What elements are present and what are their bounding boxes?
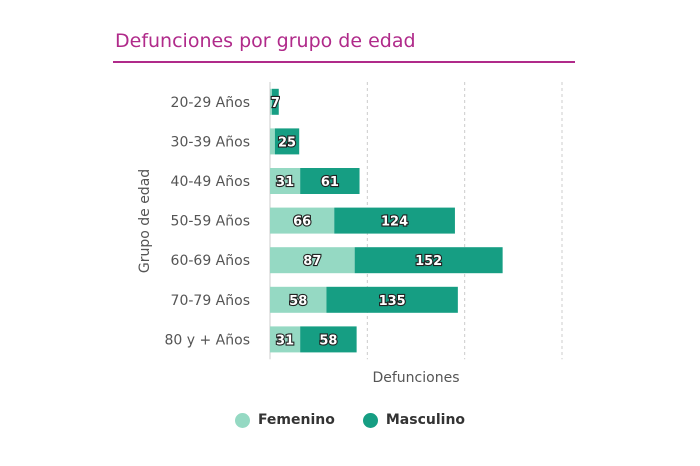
bar-femenino[interactable]	[270, 286, 327, 313]
data-label: 25	[278, 135, 296, 150]
legend-label-masculino: Masculino	[385, 412, 466, 428]
category-labels: 20-29 Años 30-39 Años 40-49 Años 50-59 Años…	[165, 95, 251, 349]
bar-masculino[interactable]	[274, 128, 300, 155]
bar-masculino[interactable]	[326, 286, 458, 313]
x-axis-title: Defunciones	[372, 370, 459, 386]
bar-femenino[interactable]	[270, 247, 355, 274]
data-label: 124	[381, 215, 408, 230]
legend-swatch-masculino	[362, 412, 378, 428]
category-label: 60-69 Años	[171, 253, 250, 269]
bar-femenino[interactable]	[270, 326, 301, 353]
bar-femenino[interactable]	[270, 88, 272, 115]
bar-masculino[interactable]	[300, 168, 360, 194]
data-label: 152	[415, 254, 442, 269]
bar-femenino[interactable]	[270, 168, 301, 194]
category-label: 70-79 Años	[171, 293, 250, 309]
category-label: 50-59 Años	[171, 214, 250, 230]
bars: 7 25 31 61 66 124 87 152 58 135 31 58	[270, 88, 503, 353]
legend-item-masculino[interactable]: Masculino	[362, 412, 466, 428]
legend-label-femenino: Femenino	[257, 412, 335, 428]
bar-masculino[interactable]	[334, 207, 455, 234]
bar-femenino[interactable]	[270, 128, 275, 155]
data-label: 31	[276, 175, 294, 190]
chart-title: Defunciones por grupo de edad	[115, 30, 416, 52]
bar-femenino[interactable]	[270, 207, 335, 234]
bar-masculino[interactable]	[354, 247, 503, 274]
category-label: 20-29 Años	[171, 95, 250, 111]
data-label: 66	[293, 215, 311, 230]
category-label: 30-39 Años	[171, 134, 250, 150]
bar-masculino[interactable]	[271, 88, 279, 115]
data-label: 135	[379, 294, 406, 309]
bar-masculino[interactable]	[300, 326, 357, 353]
data-label: 58	[289, 294, 307, 309]
category-label: 40-49 Años	[171, 174, 250, 190]
legend-item-femenino[interactable]: Femenino	[234, 412, 335, 428]
category-label: 80 y + Años	[165, 332, 251, 348]
legend-swatch-femenino	[234, 412, 250, 428]
data-label: 58	[319, 333, 337, 348]
y-axis-title: Grupo de edad	[137, 169, 153, 273]
data-label: 7	[271, 96, 280, 111]
data-label: 87	[303, 254, 321, 269]
data-label: 31	[276, 333, 294, 348]
legend: Femenino Masculino	[0, 412, 700, 428]
data-label: 61	[321, 175, 339, 190]
title-underline	[113, 61, 575, 63]
